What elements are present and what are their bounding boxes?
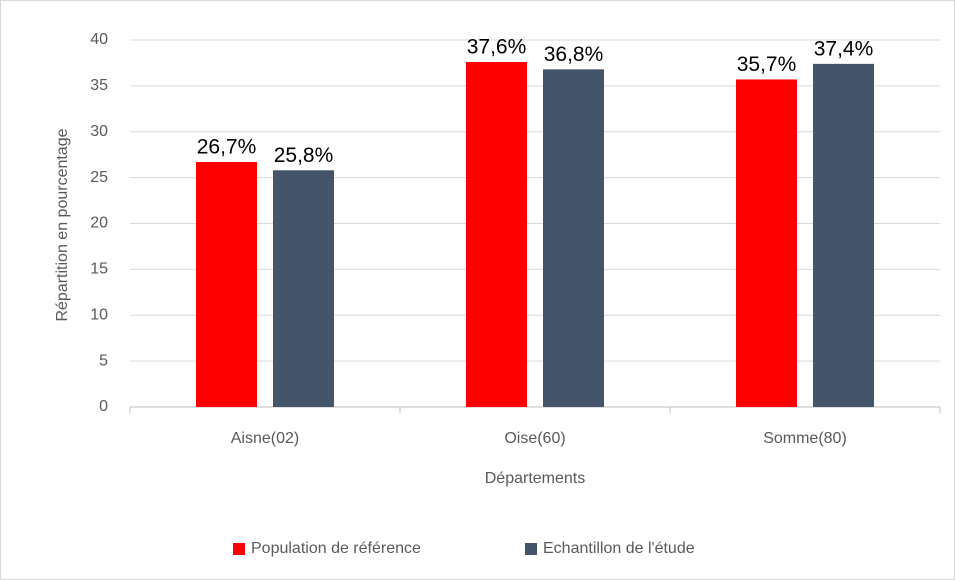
y-tick-label: 20: [90, 215, 108, 232]
y-axis-title: Répartition en pourcentage: [54, 128, 71, 321]
y-tick-label: 35: [90, 77, 108, 94]
y-tick-label: 5: [99, 352, 108, 369]
legend-swatch: [233, 543, 245, 555]
bar: [196, 162, 257, 407]
y-tick-label: 0: [99, 398, 108, 415]
data-label: 37,6%: [467, 36, 527, 59]
data-label: 35,7%: [737, 53, 797, 76]
bar: [543, 69, 604, 408]
data-label: 26,7%: [197, 136, 257, 159]
bar: [813, 63, 874, 407]
x-tick-label: Somme(80): [763, 430, 847, 447]
bar: [466, 62, 527, 408]
y-tick-label: 30: [90, 123, 108, 140]
bar: [273, 170, 334, 407]
y-tick-label: 40: [90, 31, 108, 48]
bar: [736, 79, 797, 407]
x-axis-title: Départements: [485, 470, 586, 487]
x-tick-label: Oise(60): [504, 430, 565, 447]
data-label: 25,8%: [274, 144, 334, 167]
x-tick-label: Aisne(02): [231, 430, 299, 447]
y-tick-label: 10: [90, 306, 108, 323]
y-tick-label: 25: [90, 169, 108, 186]
legend-label: Echantillon de l'étude: [543, 540, 695, 557]
y-tick-label: 15: [90, 261, 108, 278]
data-label: 37,4%: [814, 37, 874, 60]
data-label: 36,8%: [544, 43, 604, 66]
legend-swatch: [525, 543, 537, 555]
legend-label: Population de référence: [251, 540, 421, 557]
